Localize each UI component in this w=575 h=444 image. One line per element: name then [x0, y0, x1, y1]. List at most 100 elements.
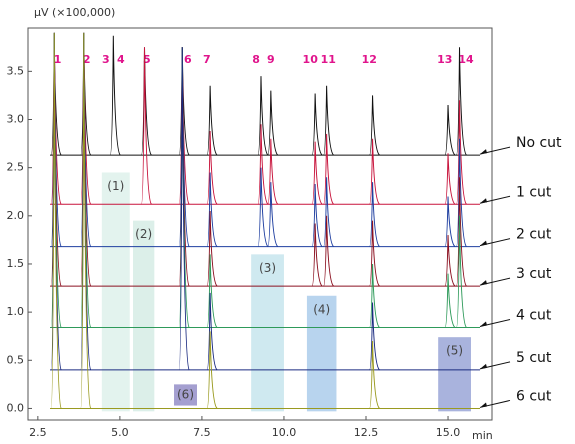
y-tick-label: 1.0	[7, 305, 25, 318]
y-tick-label: 2.5	[7, 161, 25, 174]
peak	[369, 182, 380, 248]
cut-label: (6)	[177, 387, 194, 401]
peak	[267, 90, 279, 156]
peak	[206, 292, 218, 371]
peak	[323, 85, 335, 156]
y-tick-label: 2.0	[7, 209, 25, 222]
peak-label: 10	[303, 53, 319, 66]
x-tick-label: 15.0	[436, 426, 461, 439]
peak-label: 4	[117, 53, 125, 66]
peak-label: 13	[437, 53, 452, 66]
x-tick-label: 10.0	[272, 426, 297, 439]
peak	[444, 273, 456, 329]
cut-window	[306, 295, 337, 412]
peak	[206, 172, 218, 248]
peak	[444, 235, 456, 287]
x-tick-label: 5.0	[111, 426, 129, 439]
peak	[267, 182, 279, 248]
peak	[456, 138, 467, 248]
peak-label: 3	[102, 53, 110, 66]
cut-label: (2)	[135, 227, 152, 241]
peak	[456, 47, 467, 156]
peak	[369, 138, 380, 205]
trace-name: No cut	[516, 135, 562, 151]
x-tick-label: 12.5	[354, 426, 379, 439]
y-axis-label: μV (×100,000)	[34, 6, 115, 19]
peak	[109, 35, 121, 156]
cut-window	[438, 337, 471, 412]
peak	[323, 177, 335, 248]
peak	[206, 331, 218, 409]
peak	[369, 263, 380, 329]
trace-arrowhead	[480, 402, 487, 408]
peak-label: 14	[458, 53, 474, 66]
peak-label: 11	[321, 53, 336, 66]
x-tick-label: 7.5	[193, 426, 211, 439]
peak	[257, 124, 269, 205]
peak	[267, 138, 279, 205]
y-tick-label: 3.5	[7, 64, 25, 77]
peak	[257, 167, 269, 248]
trace-arrowhead	[480, 240, 487, 246]
trace-arrowhead	[480, 321, 487, 327]
cut-window	[174, 384, 197, 406]
cut-window	[101, 172, 130, 412]
peak	[456, 177, 467, 287]
trace-name: 1 cut	[516, 184, 552, 200]
x-axis-label: min	[472, 429, 493, 442]
peak	[323, 215, 335, 287]
peak	[140, 47, 152, 205]
cut-label: (3)	[259, 261, 276, 275]
peak	[178, 47, 190, 371]
peak	[456, 100, 467, 205]
peak-label: 8	[252, 53, 260, 66]
peak-label: 9	[267, 53, 275, 66]
peak-label: 5	[143, 53, 151, 66]
peak	[311, 141, 323, 205]
peak	[444, 153, 456, 205]
peak	[369, 302, 380, 371]
peak	[444, 105, 456, 156]
trace-name: 5 cut	[516, 350, 552, 366]
trace-name: 6 cut	[516, 388, 552, 404]
peak	[456, 215, 467, 329]
peak	[369, 95, 380, 156]
y-tick-label: 1.5	[7, 257, 25, 270]
cut-label: (4)	[313, 302, 330, 316]
trace-name: 3 cut	[516, 266, 552, 282]
plot-frame	[27, 27, 493, 421]
peak	[311, 93, 323, 156]
peak	[206, 85, 218, 156]
peak-label: 7	[203, 53, 211, 66]
peak	[80, 32, 92, 409]
peak	[311, 223, 323, 287]
peak	[323, 133, 335, 205]
peak-label: 2	[83, 53, 91, 66]
y-tick-label: 0.5	[7, 353, 25, 366]
trace-arrowhead	[480, 280, 487, 286]
y-tick-label: 3.0	[7, 112, 25, 125]
peak	[257, 76, 269, 156]
peak	[50, 32, 62, 409]
peak	[369, 341, 380, 409]
cut-window	[251, 254, 284, 412]
trace-name: 2 cut	[516, 227, 552, 243]
cut-label: (1)	[107, 179, 124, 193]
trace-name: 4 cut	[516, 308, 552, 324]
trace-arrowhead	[480, 198, 487, 204]
trace-arrowhead	[480, 363, 487, 369]
peak	[206, 210, 218, 287]
peak-label: 12	[362, 53, 377, 66]
x-tick-label: 2.5	[29, 426, 47, 439]
cut-label: (5)	[446, 344, 463, 358]
peak-label: 1	[54, 53, 62, 66]
cut-window	[133, 220, 155, 412]
peak	[206, 254, 218, 329]
peak	[444, 196, 456, 248]
peak	[369, 220, 380, 287]
peak	[206, 131, 218, 205]
trace-arrowhead	[480, 149, 487, 155]
y-tick-label: 0.0	[7, 401, 25, 414]
